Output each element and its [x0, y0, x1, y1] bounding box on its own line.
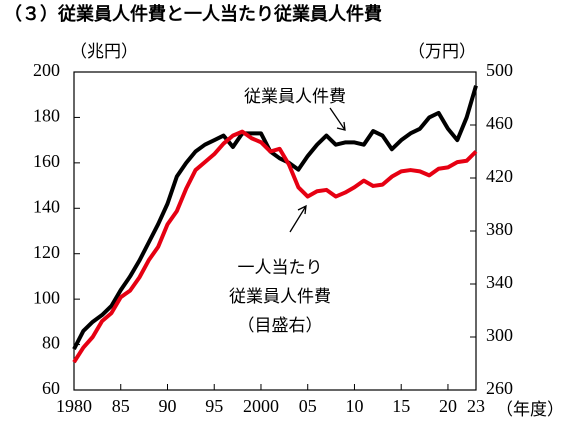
x-tick-label: 23 — [467, 396, 485, 416]
y2-tick-label: 460 — [486, 113, 513, 133]
x-tick-label: 95 — [205, 396, 223, 416]
series-line — [72, 85, 478, 351]
y2-tick-label: 380 — [486, 219, 513, 239]
y-tick-label: 200 — [33, 60, 60, 80]
x-tick-label: 15 — [392, 396, 410, 416]
annotation: 従業員人件費 — [229, 287, 331, 307]
y-tick-label: 140 — [33, 196, 60, 216]
annotation: （目盛右） — [238, 316, 323, 336]
arrow — [289, 204, 307, 233]
y2-tick-label: 260 — [486, 378, 513, 398]
x-tick-label: 05 — [299, 396, 317, 416]
x-unit: （年度） — [496, 400, 564, 420]
arrow — [329, 107, 346, 131]
y2-tick-label: 420 — [486, 166, 513, 186]
x-tick-label: 85 — [112, 396, 130, 416]
y-tick-label: 180 — [33, 106, 60, 126]
y-unit: （兆円） — [70, 42, 138, 62]
y-tick-label: 60 — [42, 378, 60, 398]
x-tick-label: 10 — [345, 396, 363, 416]
y-tick-label: 80 — [42, 333, 60, 353]
x-tick-label: 20 — [439, 396, 457, 416]
series-line — [72, 129, 478, 364]
annotation: 従業員人件費 — [244, 87, 346, 107]
y2-unit: （万円） — [408, 42, 476, 62]
y-tick-label: 100 — [33, 287, 60, 307]
y2-tick-label: 300 — [486, 325, 513, 345]
annotation: 一人当たり — [238, 258, 323, 278]
x-tick-label: 2000 — [243, 396, 279, 416]
x-tick-label: 90 — [158, 396, 176, 416]
x-tick-label: 1980 — [56, 396, 92, 416]
y2-tick-label: 340 — [486, 272, 513, 292]
plot-frame — [73, 71, 477, 391]
chart-title: （３）従業員人件費と一人当たり従業員人件費 — [4, 3, 382, 25]
y-tick-label: 160 — [33, 151, 60, 171]
arrows — [289, 107, 346, 233]
y2-tick-label: 500 — [486, 60, 513, 80]
y-tick-label: 120 — [33, 242, 60, 262]
